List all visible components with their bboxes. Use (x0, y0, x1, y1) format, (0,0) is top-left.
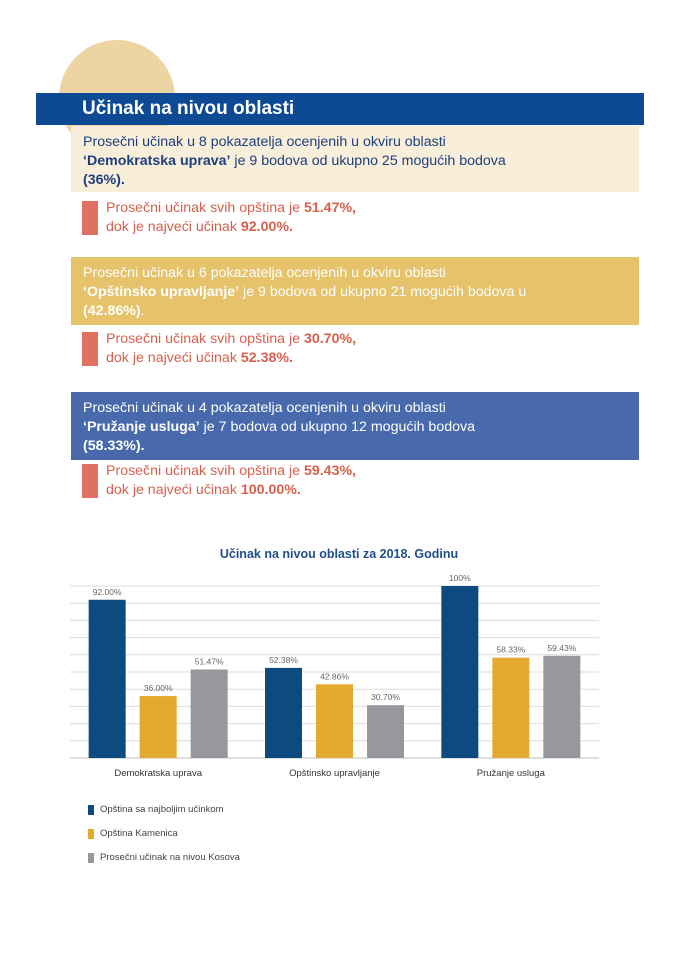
legend-swatch (88, 829, 94, 839)
stat-avg-label: Prosečni učinak svih opština je (106, 200, 304, 216)
area-summary-democratic-governance: Prosečni učinak u 8 pokazatelja ocenjeni… (71, 126, 639, 192)
bar (190, 669, 228, 758)
bar (441, 586, 479, 758)
legend-label: Prosečni učinak na nivou Kosova (100, 852, 240, 863)
bar (543, 655, 581, 758)
stat-avg-label: Prosečni učinak svih opština je (106, 331, 304, 347)
data-label: 42.86% (320, 671, 349, 681)
stat-max-value: 92.00%. (240, 219, 293, 235)
bar (88, 599, 126, 758)
area-points: je 7 bodova od ukupno 12 mogućih bodova (199, 419, 475, 435)
data-label: 30.70% (371, 692, 400, 702)
stat-avg-value: 30.70%, (303, 331, 357, 347)
category-label: Opštinsko upravljanje (289, 768, 380, 779)
data-label: 59.43% (547, 643, 576, 653)
stat-avg-label: Prosečni učinak svih opština je (106, 463, 304, 479)
stat-text: Prosečni učinak svih opština je 59.43%, … (106, 462, 356, 500)
data-label: 92.00% (93, 587, 122, 597)
area-points: je 9 bodova od ukupno 21 mogućih bodova … (239, 284, 527, 300)
bar (316, 684, 353, 758)
bar (492, 657, 530, 758)
area-name: ‘Demokratska uprava’ (83, 153, 231, 169)
data-label: 100% (449, 573, 471, 583)
area-summary-municipal-management: Prosečni učinak u 6 pokazatelja ocenjeni… (71, 257, 639, 325)
section-title: Učinak na nivou oblasti (82, 98, 295, 119)
data-label: 52.38% (269, 655, 298, 665)
legend-swatch (88, 805, 94, 815)
stat-municipal-management: Prosečni učinak svih opština je 30.70%, … (82, 330, 642, 370)
area-percent: (42.86%) (83, 303, 141, 319)
legend-label: Opština sa najboljim učinkom (100, 804, 224, 815)
data-label: 36.00% (144, 683, 173, 693)
stat-service-delivery: Prosečni učinak svih opština je 59.43%, … (82, 462, 642, 502)
stat-max-label: dok je najveći učinak (106, 482, 241, 498)
section-title-bar: Učinak na nivou oblasti (36, 93, 644, 125)
area-points: je 9 bodova od ukupno 25 mogućih bodova (230, 153, 506, 169)
area-name: ‘Opštinsko upravljanje’ (83, 284, 240, 300)
bar (139, 696, 177, 758)
stat-democratic-governance: Prosečni učinak svih opština je 51.47%, … (82, 199, 642, 239)
bar-chart: 92.00% 36.00% 51.47% Demokratska uprava 52.3… (70, 573, 599, 779)
stat-max-value: 52.38%. (240, 350, 293, 366)
stat-marker (82, 464, 98, 498)
stat-max-label: dok je najveći učinak (106, 350, 241, 366)
stat-marker (82, 201, 98, 235)
stat-text: Prosečni učinak svih opština je 51.47%, … (106, 199, 356, 237)
stat-max-value: 100.00%. (240, 482, 301, 498)
area-tail: . (140, 303, 145, 319)
area-name: ‘Pružanje usluga’ (83, 419, 200, 435)
category-label: Demokratska uprava (114, 768, 202, 779)
area-percent: (36%). (83, 172, 125, 188)
legend-label: Opština Kamenica (100, 828, 178, 839)
stat-avg-value: 51.47%, (303, 200, 357, 216)
data-label: 58.33% (496, 645, 525, 655)
area-intro: Prosečni učinak u 8 pokazatelja ocenjeni… (83, 134, 446, 150)
stat-avg-value: 59.43%, (303, 463, 357, 479)
area-intro: Prosečni učinak u 6 pokazatelja ocenjeni… (83, 265, 446, 281)
stat-max-label: dok je najveći učinak (106, 219, 241, 235)
legend-swatch (88, 853, 94, 863)
stat-text: Prosečni učinak svih opština je 30.70%, … (106, 330, 356, 368)
area-summary-service-delivery: Prosečni učinak u 4 pokazatelja ocenjeni… (71, 392, 639, 460)
data-label: 51.47% (195, 656, 224, 666)
stat-marker (82, 332, 98, 366)
bar (367, 705, 404, 758)
area-intro: Prosečni učinak u 4 pokazatelja ocenjeni… (83, 400, 446, 416)
chart-title: Učinak na nivou oblasti za 2018. Godinu (219, 547, 459, 561)
category-label: Pružanje usluga (477, 768, 546, 779)
bar (265, 667, 302, 758)
area-percent: (58.33%). (83, 438, 145, 454)
